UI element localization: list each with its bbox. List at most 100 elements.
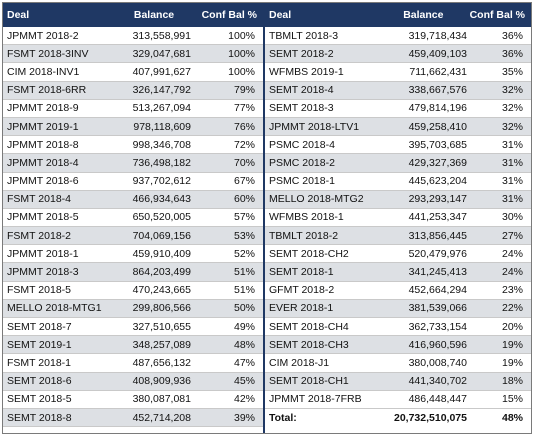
conf-bal-cell: 47% [233, 356, 255, 369]
deal-cell: PSMC 2018-4 [269, 138, 335, 151]
balance-cell: 408,909,936 [132, 375, 191, 388]
table-row: FSMT 2018-4 466,934,643 60% [3, 190, 263, 209]
balance-cell: 459,910,409 [132, 247, 191, 260]
deal-cell: SEMT 2018-CH3 [269, 338, 349, 351]
table-row: SEMT 2018-CH3 416,960,596 19% [265, 336, 531, 355]
deal-cell: SEMT 2018-3 [269, 102, 334, 115]
balance-cell: 381,539,066 [408, 302, 467, 315]
conf-bal-cell: 100% [228, 65, 255, 78]
table-row: CIM 2018-J1 380,008,740 19% [265, 354, 531, 373]
deal-cell: JPMMT 2018-7FRB [269, 393, 362, 406]
conf-bal-cell: 57% [233, 211, 255, 224]
deal-cell: FSMT 2018-2 [7, 229, 71, 242]
table-row: SEMT 2018-3 479,814,196 32% [265, 100, 531, 118]
balance-cell: 445,623,204 [408, 175, 467, 188]
table-row: PSMC 2018-2 429,327,369 31% [265, 154, 531, 173]
balance-cell: 736,498,182 [132, 156, 191, 169]
conf-bal-cell: 50% [233, 302, 255, 315]
deal-cell: CIM 2018-J1 [269, 356, 330, 369]
balance-cell: 327,510,655 [132, 320, 191, 333]
balance-cell: 348,257,089 [132, 338, 191, 351]
balance-cell: 452,664,294 [408, 284, 467, 297]
balance-cell: 380,087,081 [132, 393, 191, 406]
conf-bal-cell: 39% [233, 411, 255, 424]
balance-cell: 362,733,154 [408, 320, 467, 333]
deal-cell: PSMC 2018-1 [269, 175, 335, 188]
table-row: JPMMT 2018-LTV1 459,258,410 32% [265, 117, 531, 137]
balance-cell: 470,243,665 [132, 284, 191, 297]
table-row: JPMMT 2018-7FRB 486,448,447 15% [265, 391, 531, 409]
table-row: SEMT 2018-7 327,510,655 49% [3, 318, 263, 337]
conf-bal-cell: 100% [228, 47, 255, 60]
deal-cell: SEMT 2018-1 [269, 266, 334, 279]
deal-cell: SEMT 2018-8 [7, 411, 72, 424]
table-row: SEMT 2018-CH1 441,340,702 18% [265, 372, 531, 391]
table-row: FSMT 2018-5 470,243,665 51% [3, 282, 263, 300]
balance-cell: 998,346,708 [132, 138, 191, 151]
right-table-body: TBMLT 2018-3 319,718,434 36% SEMT 2018-2 459… [265, 27, 531, 409]
conf-bal-cell: 76% [233, 120, 255, 133]
deal-cell: SEMT 2018-7 [7, 320, 72, 333]
table-row: JPMMT 2018-5 650,520,005 57% [3, 209, 263, 228]
deal-cell: PSMC 2018-2 [269, 156, 335, 169]
total-conf-bal: 48% [501, 412, 523, 425]
balance-cell: 459,409,103 [408, 47, 467, 60]
deal-cell: JPMMT 2018-8 [7, 138, 79, 151]
deal-cell: JPMMT 2019-1 [7, 120, 79, 133]
balance-cell: 429,327,369 [408, 156, 467, 169]
conf-bal-cell: 72% [233, 138, 255, 151]
conf-bal-cell: 36% [501, 29, 523, 42]
table-row: WFMBS 2019-1 711,662,431 35% [265, 63, 531, 82]
balance-cell: 341,245,413 [408, 266, 467, 279]
table-row: WFMBS 2018-1 441,253,347 30% [265, 209, 531, 228]
balance-cell: 313,558,991 [132, 29, 191, 42]
table-row: JPMMT 2018-3 864,203,499 51% [3, 263, 263, 282]
conf-bal-cell: 32% [501, 102, 523, 115]
deal-cell: MELLO 2018-MTG2 [269, 193, 364, 206]
table-row: SEMT 2018-8 452,714,208 39% [3, 408, 263, 428]
deal-cell: JPMMT 2018-2 [7, 29, 79, 42]
conf-bal-cell: 49% [233, 320, 255, 333]
conf-bal-cell: 20% [501, 320, 523, 333]
deal-cell: JPMMT 2018-1 [7, 247, 79, 260]
balance-cell: 650,520,005 [132, 211, 191, 224]
balance-cell: 441,253,347 [408, 211, 467, 224]
deal-cell: FSMT 2018-6RR [7, 84, 87, 97]
left-header-row: Deal Balance Conf Bal % [3, 3, 263, 27]
table-row: JPMMT 2018-9 513,267,094 77% [3, 100, 263, 118]
conf-bal-cell: 42% [233, 393, 255, 406]
balance-cell: 313,856,445 [408, 229, 467, 242]
deal-cell: FSMT 2018-4 [7, 193, 71, 206]
table-row: FSMT 2018-3INV 329,047,681 100% [3, 45, 263, 64]
balance-cell: 466,934,643 [132, 193, 191, 206]
conf-bal-cell: 51% [233, 266, 255, 279]
table-row: SEMT 2018-CH2 520,479,976 24% [265, 245, 531, 264]
table-row: JPMMT 2018-8 998,346,708 72% [3, 136, 263, 155]
deal-cell: SEMT 2018-CH4 [269, 320, 349, 333]
table-row: JPMMT 2018-4 736,498,182 70% [3, 154, 263, 173]
balance-cell: 937,702,612 [132, 175, 191, 188]
balance-cell: 299,806,566 [132, 302, 191, 315]
right-header-row: Deal Balance Conf Bal % [265, 3, 531, 27]
balance-cell: 487,656,132 [132, 356, 191, 369]
conf-bal-cell: 31% [501, 156, 523, 169]
conf-bal-cell: 53% [233, 229, 255, 242]
balance-cell: 319,718,434 [408, 29, 467, 42]
deal-cell: SEMT 2018-5 [7, 393, 72, 406]
conf-bal-cell: 48% [233, 338, 255, 351]
balance-cell: 380,008,740 [408, 356, 467, 369]
conf-bal-cell: 22% [501, 302, 523, 315]
conf-bal-cell: 100% [228, 29, 255, 42]
conf-bal-cell: 32% [501, 120, 523, 133]
header-deal: Deal [7, 9, 30, 21]
table-row: PSMC 2018-1 445,623,204 31% [265, 173, 531, 191]
table-row: SEMT 2019-1 348,257,089 48% [3, 336, 263, 355]
balance-cell: 704,069,156 [132, 229, 191, 242]
balance-cell: 978,118,609 [133, 120, 191, 133]
conf-bal-cell: 19% [501, 338, 523, 351]
conf-bal-cell: 36% [501, 47, 523, 60]
deal-cell: SEMT 2018-6 [7, 375, 72, 388]
balance-cell: 452,714,208 [132, 411, 191, 424]
deal-cell: FSMT 2018-5 [7, 284, 71, 297]
table-row: SEMT 2018-4 338,667,576 32% [265, 81, 531, 100]
